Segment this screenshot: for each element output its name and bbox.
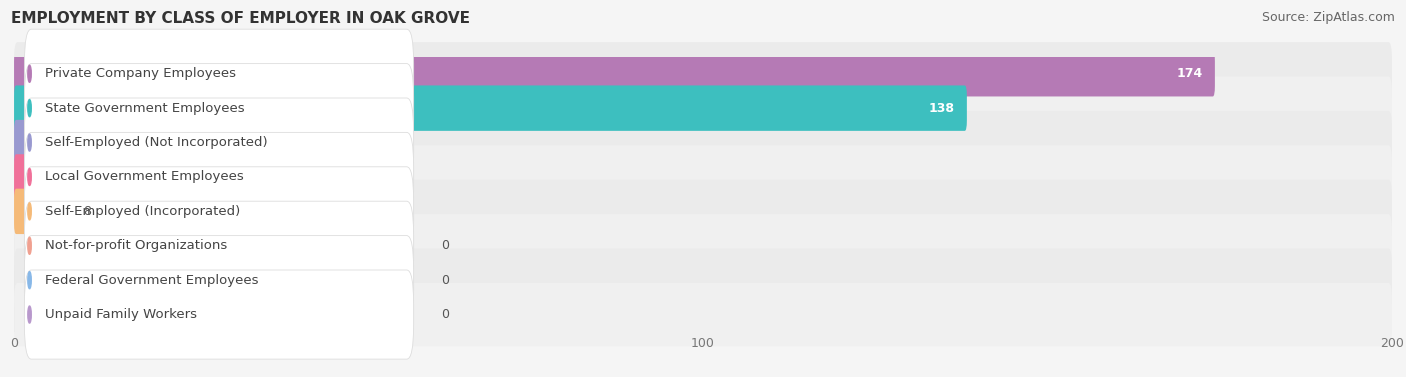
FancyBboxPatch shape bbox=[24, 98, 413, 187]
Text: Self-Employed (Not Incorporated): Self-Employed (Not Incorporated) bbox=[45, 136, 267, 149]
Text: 0: 0 bbox=[441, 239, 449, 252]
FancyBboxPatch shape bbox=[14, 111, 1392, 174]
FancyBboxPatch shape bbox=[14, 86, 967, 131]
Text: 174: 174 bbox=[1177, 67, 1202, 80]
Circle shape bbox=[28, 100, 31, 117]
Text: Local Government Employees: Local Government Employees bbox=[45, 170, 243, 184]
Circle shape bbox=[28, 134, 31, 151]
FancyBboxPatch shape bbox=[24, 132, 413, 222]
FancyBboxPatch shape bbox=[24, 201, 413, 290]
FancyBboxPatch shape bbox=[14, 42, 1392, 106]
FancyBboxPatch shape bbox=[24, 270, 413, 359]
Text: 41: 41 bbox=[269, 136, 287, 149]
Circle shape bbox=[28, 271, 31, 289]
FancyBboxPatch shape bbox=[24, 64, 413, 153]
FancyBboxPatch shape bbox=[24, 29, 413, 118]
Text: Federal Government Employees: Federal Government Employees bbox=[45, 274, 259, 287]
Text: State Government Employees: State Government Employees bbox=[45, 102, 245, 115]
Text: Not-for-profit Organizations: Not-for-profit Organizations bbox=[45, 239, 228, 252]
Circle shape bbox=[28, 169, 31, 185]
Circle shape bbox=[28, 237, 31, 254]
Text: Private Company Employees: Private Company Employees bbox=[45, 67, 236, 80]
FancyBboxPatch shape bbox=[24, 236, 413, 325]
FancyBboxPatch shape bbox=[14, 283, 1392, 346]
Circle shape bbox=[28, 65, 31, 82]
Text: 0: 0 bbox=[441, 308, 449, 321]
FancyBboxPatch shape bbox=[14, 154, 298, 200]
Text: 0: 0 bbox=[441, 274, 449, 287]
Circle shape bbox=[28, 306, 31, 323]
FancyBboxPatch shape bbox=[14, 51, 1215, 97]
FancyBboxPatch shape bbox=[14, 188, 72, 234]
FancyBboxPatch shape bbox=[14, 120, 298, 165]
Text: Source: ZipAtlas.com: Source: ZipAtlas.com bbox=[1261, 11, 1395, 24]
Circle shape bbox=[28, 203, 31, 220]
FancyBboxPatch shape bbox=[14, 77, 1392, 140]
FancyBboxPatch shape bbox=[14, 214, 1392, 277]
Text: 41: 41 bbox=[269, 170, 287, 184]
Text: Self-Employed (Incorporated): Self-Employed (Incorporated) bbox=[45, 205, 240, 218]
FancyBboxPatch shape bbox=[14, 180, 1392, 243]
Text: EMPLOYMENT BY CLASS OF EMPLOYER IN OAK GROVE: EMPLOYMENT BY CLASS OF EMPLOYER IN OAK G… bbox=[11, 11, 470, 26]
FancyBboxPatch shape bbox=[14, 248, 1392, 312]
FancyBboxPatch shape bbox=[24, 167, 413, 256]
Text: 8: 8 bbox=[83, 205, 91, 218]
Text: 138: 138 bbox=[928, 102, 955, 115]
Text: Unpaid Family Workers: Unpaid Family Workers bbox=[45, 308, 197, 321]
FancyBboxPatch shape bbox=[14, 145, 1392, 208]
